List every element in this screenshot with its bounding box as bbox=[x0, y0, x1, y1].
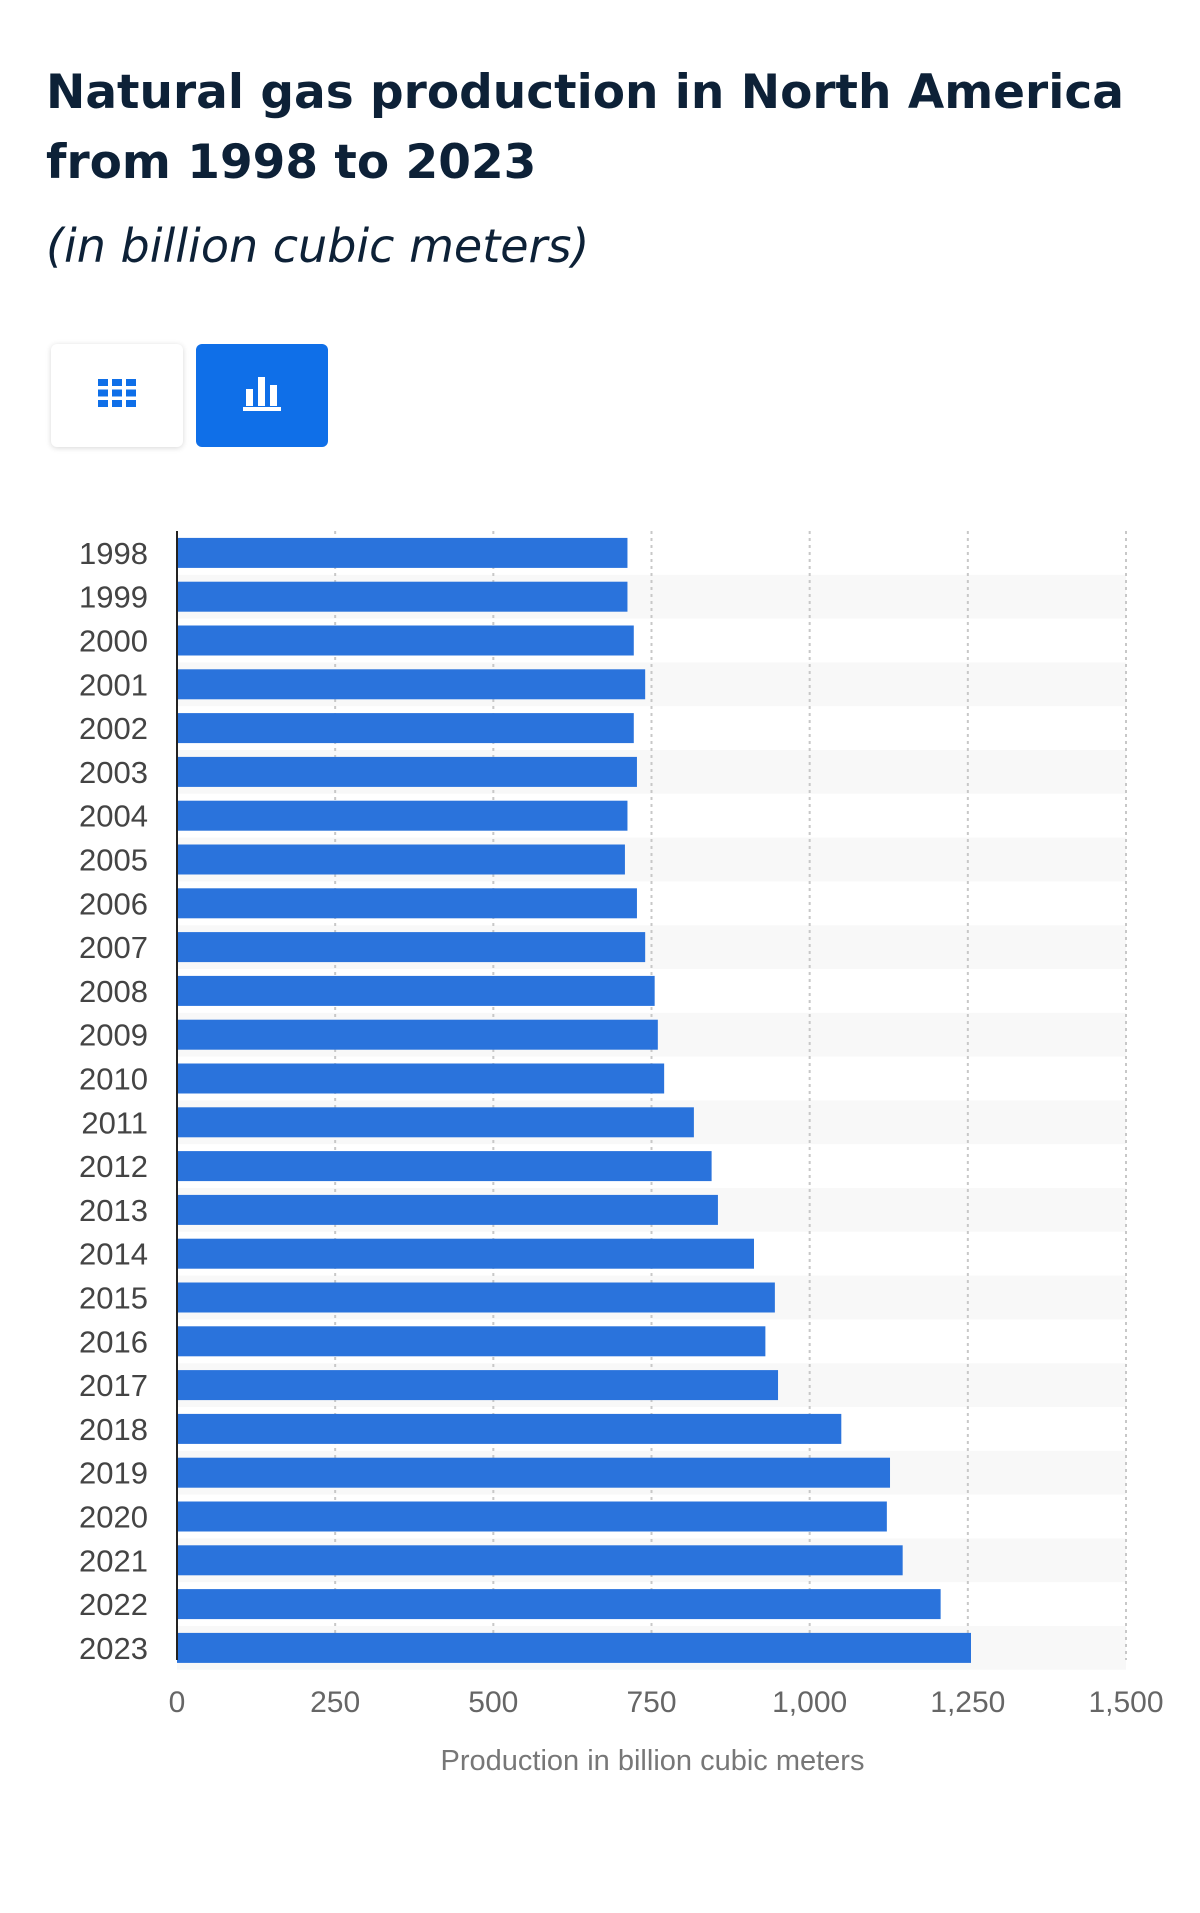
y-category-label: 2006 bbox=[79, 886, 148, 921]
y-category-label: 2014 bbox=[79, 1237, 148, 1272]
x-tick-label: 0 bbox=[169, 1686, 186, 1719]
bar-2003[interactable] bbox=[177, 756, 637, 787]
x-axis-title: Production in billion cubic meters bbox=[441, 1745, 865, 1777]
bar-2023[interactable] bbox=[177, 1632, 971, 1663]
bar-2017[interactable] bbox=[177, 1370, 779, 1401]
y-category-label: 2000 bbox=[79, 624, 148, 659]
chart-title: Natural gas production in North America … bbox=[46, 65, 1124, 190]
bar-2014[interactable] bbox=[177, 1238, 754, 1269]
grid-icon bbox=[98, 379, 136, 412]
bar-2010[interactable] bbox=[177, 1063, 665, 1094]
bar-2022[interactable] bbox=[177, 1589, 941, 1620]
y-category-label: 1998 bbox=[79, 536, 148, 571]
bar-2012[interactable] bbox=[177, 1151, 712, 1182]
y-category-label: 2002 bbox=[79, 711, 148, 746]
x-tick-label: 500 bbox=[468, 1686, 518, 1719]
y-category-label: 2013 bbox=[79, 1193, 148, 1228]
y-category-label: 2022 bbox=[79, 1587, 148, 1622]
bar-2013[interactable] bbox=[177, 1194, 718, 1225]
bar-2009[interactable] bbox=[177, 1019, 658, 1050]
y-category-label: 2021 bbox=[79, 1543, 148, 1578]
bar-2011[interactable] bbox=[177, 1107, 694, 1138]
y-category-label: 2012 bbox=[79, 1149, 148, 1184]
y-category-label: 2001 bbox=[79, 667, 148, 702]
bar-2000[interactable] bbox=[177, 625, 634, 656]
y-category-label: 1999 bbox=[79, 580, 148, 615]
bar-2018[interactable] bbox=[177, 1413, 842, 1444]
chart-view-button[interactable] bbox=[196, 344, 328, 447]
x-tick-label: 750 bbox=[626, 1686, 676, 1719]
bar-2021[interactable] bbox=[177, 1545, 903, 1576]
bar-2007[interactable] bbox=[177, 932, 646, 963]
y-category-label: 2020 bbox=[79, 1500, 148, 1535]
y-category-label: 2016 bbox=[79, 1324, 148, 1359]
y-category-label: 2017 bbox=[79, 1368, 148, 1403]
y-category-label: 2004 bbox=[79, 799, 148, 834]
y-category-label: 2015 bbox=[79, 1281, 148, 1316]
y-category-label: 2011 bbox=[81, 1105, 148, 1140]
bar-2020[interactable] bbox=[177, 1501, 887, 1532]
y-category-label: 2018 bbox=[79, 1412, 148, 1447]
y-category-label: 2023 bbox=[79, 1631, 148, 1666]
bar-2006[interactable] bbox=[177, 888, 637, 919]
y-category-label: 2010 bbox=[79, 1062, 148, 1097]
x-tick-label: 1,500 bbox=[1088, 1686, 1163, 1719]
bar-2015[interactable] bbox=[177, 1282, 775, 1313]
x-tick-label: 1,000 bbox=[772, 1686, 847, 1719]
chart-subtitle: (in billion cubic meters) bbox=[46, 219, 590, 273]
y-category-label: 2009 bbox=[79, 1018, 148, 1053]
y-category-label: 2005 bbox=[79, 843, 148, 878]
bar-2002[interactable] bbox=[177, 713, 634, 744]
bar-2008[interactable] bbox=[177, 975, 655, 1006]
bar-2016[interactable] bbox=[177, 1326, 766, 1357]
y-category-label: 2019 bbox=[79, 1456, 148, 1491]
table-view-button[interactable] bbox=[51, 344, 183, 447]
bar-1999[interactable] bbox=[177, 581, 628, 612]
bar-2005[interactable] bbox=[177, 844, 625, 875]
bar-2004[interactable] bbox=[177, 800, 628, 831]
bar-2019[interactable] bbox=[177, 1457, 891, 1488]
x-tick-label: 250 bbox=[310, 1686, 360, 1719]
x-tick-label: 1,250 bbox=[930, 1686, 1005, 1719]
bar-1998[interactable] bbox=[177, 537, 628, 568]
y-category-label: 2008 bbox=[79, 974, 148, 1009]
bar-2001[interactable] bbox=[177, 669, 646, 700]
bar-chart-icon bbox=[243, 375, 281, 416]
y-category-label: 2007 bbox=[79, 930, 148, 965]
y-category-label: 2003 bbox=[79, 755, 148, 790]
